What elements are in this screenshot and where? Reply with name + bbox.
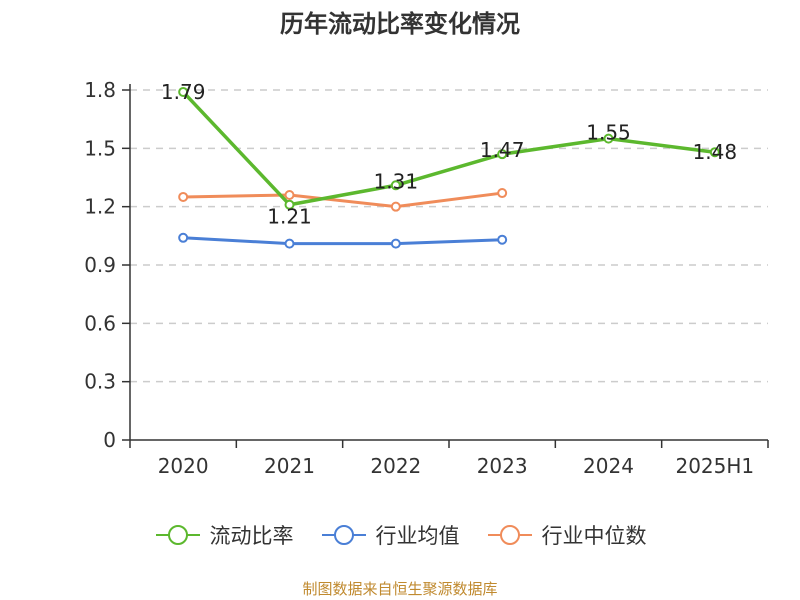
- legend-item[interactable]: 流动比率: [154, 520, 294, 550]
- legend-label: 行业均值: [375, 524, 460, 548]
- legend-item[interactable]: 行业中位数: [486, 520, 647, 550]
- legend-marker: [333, 525, 354, 545]
- legend-label: 行业中位数: [541, 524, 647, 548]
- legend: 流动比率 行业均值 行业中位数: [0, 520, 800, 550]
- series-lines: [178, 86, 720, 249]
- x-tick-label: 2022: [370, 454, 421, 478]
- y-tick-label: 1.2: [84, 195, 116, 219]
- data-point: [603, 133, 614, 144]
- x-tick-label: 2025H1: [675, 454, 754, 478]
- legend-swatch: [155, 525, 200, 545]
- data-label: 1.47: [480, 138, 525, 162]
- data-point: [284, 199, 295, 210]
- chart-title: 历年流动比率变化情况: [280, 10, 520, 38]
- data-labels: 1.79 1.21 1.31 1.47 1.55 1.48: [161, 80, 737, 229]
- data-point: [709, 147, 720, 158]
- source-note: 制图数据来自恒生聚源数据库: [302, 580, 498, 598]
- data-label: 1.48: [693, 140, 738, 164]
- data-point: [390, 238, 401, 249]
- data-point: [178, 232, 189, 243]
- data-point: [390, 201, 401, 212]
- y-tick-label: 0.6: [84, 311, 116, 335]
- y-tick-label: 0.3: [84, 370, 116, 394]
- data-label: 1.21: [267, 205, 312, 229]
- x-tick-label: 2020: [158, 454, 209, 478]
- legend-swatch: [321, 525, 366, 545]
- data-label: 1.55: [586, 121, 631, 145]
- series-line: [181, 90, 716, 207]
- legend-label: 流动比率: [209, 524, 294, 548]
- legend-marker: [499, 525, 520, 545]
- data-point: [497, 188, 508, 199]
- data-point: [178, 86, 189, 97]
- axes: 0 0.3 0.6 0.9 1.2 1.5 1.8 2020 2021 2022 2023 2024 2…: [84, 78, 769, 478]
- data-point: [497, 234, 508, 245]
- data-point: [178, 191, 189, 202]
- y-tick-label: 0.9: [84, 253, 116, 277]
- y-tick-label: 0: [103, 428, 116, 452]
- data-point: [390, 180, 401, 191]
- data-point: [284, 190, 295, 200]
- series-line: [183, 236, 503, 246]
- x-tick-label: 2023: [477, 454, 528, 478]
- data-point: [497, 149, 508, 160]
- legend-marker: [167, 525, 188, 545]
- legend-item[interactable]: 行业均值: [320, 520, 460, 550]
- data-label: 1.31: [374, 169, 419, 193]
- series-line: [183, 191, 503, 209]
- legend-swatch: [487, 525, 532, 545]
- y-tick-label: 1.5: [84, 136, 116, 160]
- grid-lines: [130, 89, 768, 383]
- x-tick-label: 2021: [264, 454, 315, 478]
- x-tick-label: 2024: [583, 454, 634, 478]
- data-label: 1.79: [161, 80, 206, 104]
- data-point: [284, 238, 295, 249]
- y-tick-label: 1.8: [84, 78, 116, 102]
